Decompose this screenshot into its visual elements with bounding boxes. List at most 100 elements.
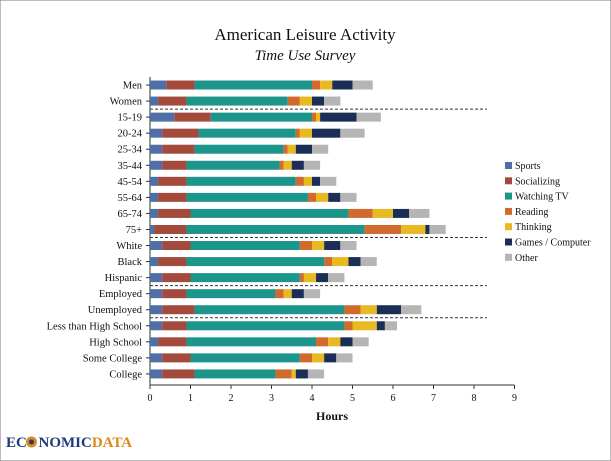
bar-segment bbox=[150, 80, 167, 90]
bar-segment bbox=[303, 176, 312, 186]
bar-segment bbox=[150, 208, 159, 218]
bar-segment bbox=[425, 224, 430, 234]
bar-segment bbox=[299, 241, 312, 251]
bar-segment bbox=[340, 337, 353, 347]
category-label: Some College bbox=[83, 353, 143, 364]
chart-subtitle: Time Use Survey bbox=[255, 48, 356, 64]
bar-segment bbox=[186, 192, 308, 202]
bar-segment bbox=[150, 305, 163, 315]
bar-segment bbox=[344, 305, 361, 315]
bar-segment bbox=[316, 112, 321, 122]
bar-segment bbox=[401, 224, 426, 234]
x-tick-label: 3 bbox=[269, 393, 274, 404]
bar-segment bbox=[303, 160, 321, 170]
bar-segment bbox=[186, 176, 296, 186]
category-label: 75+ bbox=[126, 225, 143, 236]
bar-segment bbox=[336, 353, 353, 363]
bar-segment bbox=[299, 353, 312, 363]
brand-globe-inner-icon bbox=[29, 439, 34, 445]
bar-segment bbox=[316, 192, 329, 202]
bar-segment bbox=[340, 128, 365, 138]
bar-segment bbox=[162, 273, 191, 283]
bar-segment bbox=[429, 224, 446, 234]
x-tick-label: 7 bbox=[431, 393, 436, 404]
bar-segment bbox=[186, 160, 280, 170]
x-axis-title: Hours bbox=[316, 409, 348, 423]
legend-swatch bbox=[505, 162, 512, 169]
bar-segment bbox=[162, 160, 187, 170]
bar-segment bbox=[162, 353, 191, 363]
brand-part-3: DATA bbox=[92, 435, 132, 451]
bar-segment bbox=[312, 128, 341, 138]
bar-segment bbox=[324, 353, 337, 363]
category-label: Men bbox=[123, 81, 143, 92]
bar-segment bbox=[194, 144, 284, 154]
category-label: 45-54 bbox=[118, 177, 143, 188]
bar-segment bbox=[332, 257, 349, 267]
bar-segment bbox=[376, 305, 402, 315]
bar-segment bbox=[275, 369, 292, 379]
bar-segment bbox=[332, 80, 353, 90]
brand-part-2: NOMIC bbox=[39, 435, 92, 451]
bar-segment bbox=[312, 353, 325, 363]
bar-segment bbox=[150, 96, 159, 106]
bar-segment bbox=[150, 192, 159, 202]
category-label: 35-44 bbox=[118, 161, 143, 172]
bar-segment bbox=[158, 208, 191, 218]
bar-segment bbox=[287, 96, 300, 106]
bar-segment bbox=[279, 160, 284, 170]
bar-segment bbox=[340, 192, 357, 202]
bar-segment bbox=[312, 80, 321, 90]
x-tick-label: 6 bbox=[391, 393, 396, 404]
bar-segment bbox=[283, 160, 292, 170]
bar-segment bbox=[372, 208, 393, 218]
bar-segment bbox=[307, 369, 325, 379]
bar-segment bbox=[162, 128, 199, 138]
bar-segment bbox=[312, 176, 321, 186]
x-tick-label: 1 bbox=[188, 393, 193, 404]
category-label: Less than High School bbox=[47, 321, 142, 332]
bar-segment bbox=[352, 80, 373, 90]
category-label: Black bbox=[118, 257, 143, 268]
bar-segment bbox=[283, 289, 292, 299]
bar-segment bbox=[320, 176, 337, 186]
bar-segment bbox=[150, 337, 159, 347]
bar-segment bbox=[295, 369, 308, 379]
bar-segment bbox=[162, 241, 191, 251]
bar-segment bbox=[299, 96, 312, 106]
bar-segment bbox=[158, 337, 187, 347]
bar-segment bbox=[352, 337, 369, 347]
bar-segment bbox=[194, 305, 345, 315]
bar-segment bbox=[174, 112, 211, 122]
bar-segment bbox=[158, 96, 187, 106]
bar-segment bbox=[312, 112, 317, 122]
bar-segment bbox=[150, 353, 163, 363]
bar-segment bbox=[194, 369, 276, 379]
category-label: 15-19 bbox=[118, 113, 143, 124]
bar-segment bbox=[328, 273, 345, 283]
bar-segment bbox=[384, 321, 398, 331]
bar-segment bbox=[316, 337, 329, 347]
legend-label: Sports bbox=[515, 161, 541, 172]
legend-swatch bbox=[505, 253, 512, 261]
bar-segment bbox=[295, 176, 304, 186]
bar-segment bbox=[312, 144, 329, 154]
svg-text:ECONOMICDATA: ECONOMICDATA bbox=[6, 435, 132, 451]
bar-segment bbox=[166, 80, 195, 90]
bar-segment bbox=[360, 305, 377, 315]
bar-segment bbox=[150, 289, 163, 299]
bar-segment bbox=[186, 321, 345, 331]
x-tick-label: 2 bbox=[229, 393, 234, 404]
bar-segment bbox=[376, 321, 385, 331]
category-label: White bbox=[116, 241, 142, 252]
bar-segment bbox=[303, 289, 321, 299]
bar-segment bbox=[344, 321, 353, 331]
bar-segment bbox=[409, 208, 430, 218]
category-label: 20-24 bbox=[118, 129, 143, 140]
x-tick-label: 9 bbox=[512, 393, 517, 404]
bar-segment bbox=[210, 112, 312, 122]
x-tick-label: 5 bbox=[350, 393, 355, 404]
category-label: Hispanic bbox=[105, 273, 143, 284]
bar-segment bbox=[287, 144, 296, 154]
bar-segment bbox=[158, 192, 187, 202]
